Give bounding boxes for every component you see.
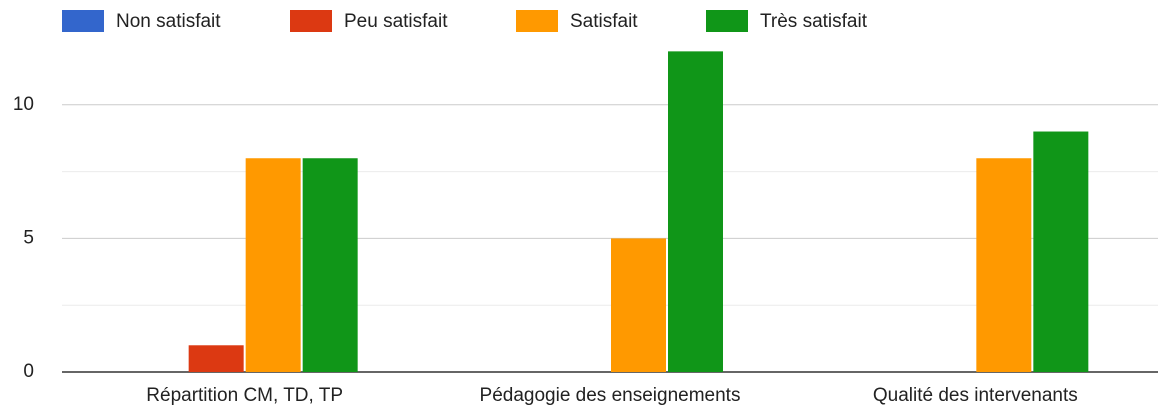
- legend-swatch: [290, 10, 332, 32]
- y-tick-label: 5: [23, 227, 34, 248]
- y-tick-label: 10: [13, 94, 34, 115]
- bar: [976, 158, 1032, 372]
- legend-label: Très satisfait: [760, 11, 868, 32]
- legend-label: Non satisfait: [116, 11, 221, 32]
- bar: [245, 158, 301, 372]
- bar: [302, 158, 358, 372]
- bar: [188, 345, 244, 372]
- x-tick-label: Pédagogie des enseignements: [480, 385, 741, 406]
- bar: [668, 51, 723, 373]
- bar: [611, 238, 666, 372]
- x-tick-label: Qualité des intervenants: [873, 385, 1078, 406]
- x-tick-label: Répartition CM, TD, TP: [146, 385, 343, 406]
- legend-label: Satisfait: [570, 11, 638, 32]
- y-tick-label: 0: [23, 361, 34, 382]
- bar: [1033, 131, 1089, 372]
- legend-swatch: [706, 10, 748, 32]
- legend-swatch: [62, 10, 104, 32]
- legend-swatch: [516, 10, 558, 32]
- legend-label: Peu satisfait: [344, 11, 448, 32]
